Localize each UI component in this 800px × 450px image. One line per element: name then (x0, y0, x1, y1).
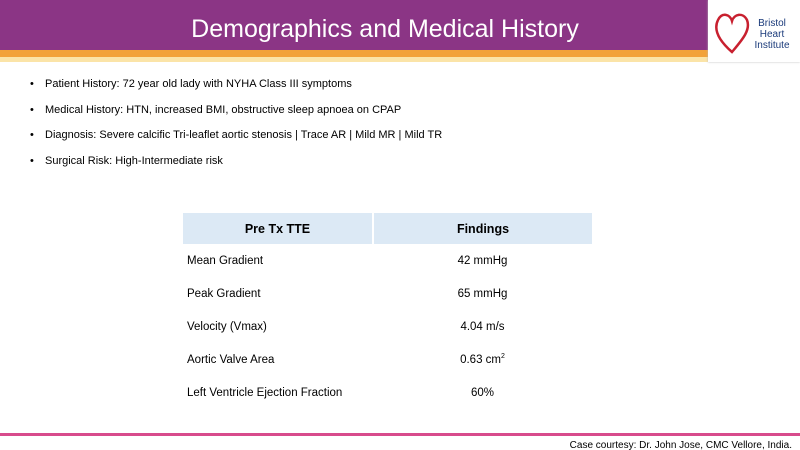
logo-text: Institute (754, 40, 790, 51)
footer-text: Case courtesy: Dr. John Jose, CMC Vellor… (569, 440, 792, 450)
table-cell: Mean Gradient (187, 254, 264, 267)
stripe (0, 57, 708, 62)
table-row: Velocity (Vmax) 4.04 m/s (183, 310, 592, 343)
logo-text: Heart (759, 29, 785, 40)
table-cell: 60% (470, 386, 495, 399)
table-row: Mean Gradient 42 mmHg (183, 244, 592, 277)
bullet: Patient History: 72 year old lady with N… (30, 78, 442, 104)
superscript: 2 (501, 353, 505, 361)
column-header: Pre Tx TTE (183, 213, 373, 244)
table-cell: 0.63 cm2 (373, 343, 592, 376)
bullet: Medical History: HTN, increased BMI, obs… (30, 104, 442, 130)
table-row: Left Ventricle Ejection Fraction 60% (183, 376, 592, 409)
table-cell: Velocity (Vmax) (187, 320, 267, 333)
cell-text: 0.63 cm (460, 353, 501, 366)
bullet: Diagnosis: Severe calcific Tri-leaflet a… (30, 129, 442, 155)
stripe (0, 50, 708, 57)
logo: Bristol Heart Institute (708, 0, 800, 62)
header-bar (0, 0, 708, 50)
table-cell: 4.04 m/s (460, 320, 505, 333)
heart-icon (715, 13, 750, 54)
table-cell: 42 mmHg (457, 254, 508, 267)
table-cell: Left Ventricle Ejection Fraction (187, 386, 343, 399)
findings-table: Pre Tx TTE Findings Mean Gradient 42 mmHg Pe… (183, 213, 592, 409)
table-cell: Peak Gradient (187, 287, 261, 300)
table-cell: 65 mmHg (457, 287, 508, 300)
bullet-list: Patient History: 72 year old lady with N… (30, 78, 442, 180)
bullet: Surgical Risk: High-Intermediate risk (30, 155, 442, 181)
logo-text: Bristol (758, 18, 786, 29)
table-row: Peak Gradient 65 mmHg (183, 277, 592, 310)
table-cell: Aortic Valve Area (187, 353, 275, 366)
slide-title: Demographics and Medical History (191, 15, 579, 43)
column-header: Findings (372, 213, 592, 244)
table-row: Aortic Valve Area 0.63 cm2 (183, 343, 592, 376)
footer-line (0, 433, 800, 436)
